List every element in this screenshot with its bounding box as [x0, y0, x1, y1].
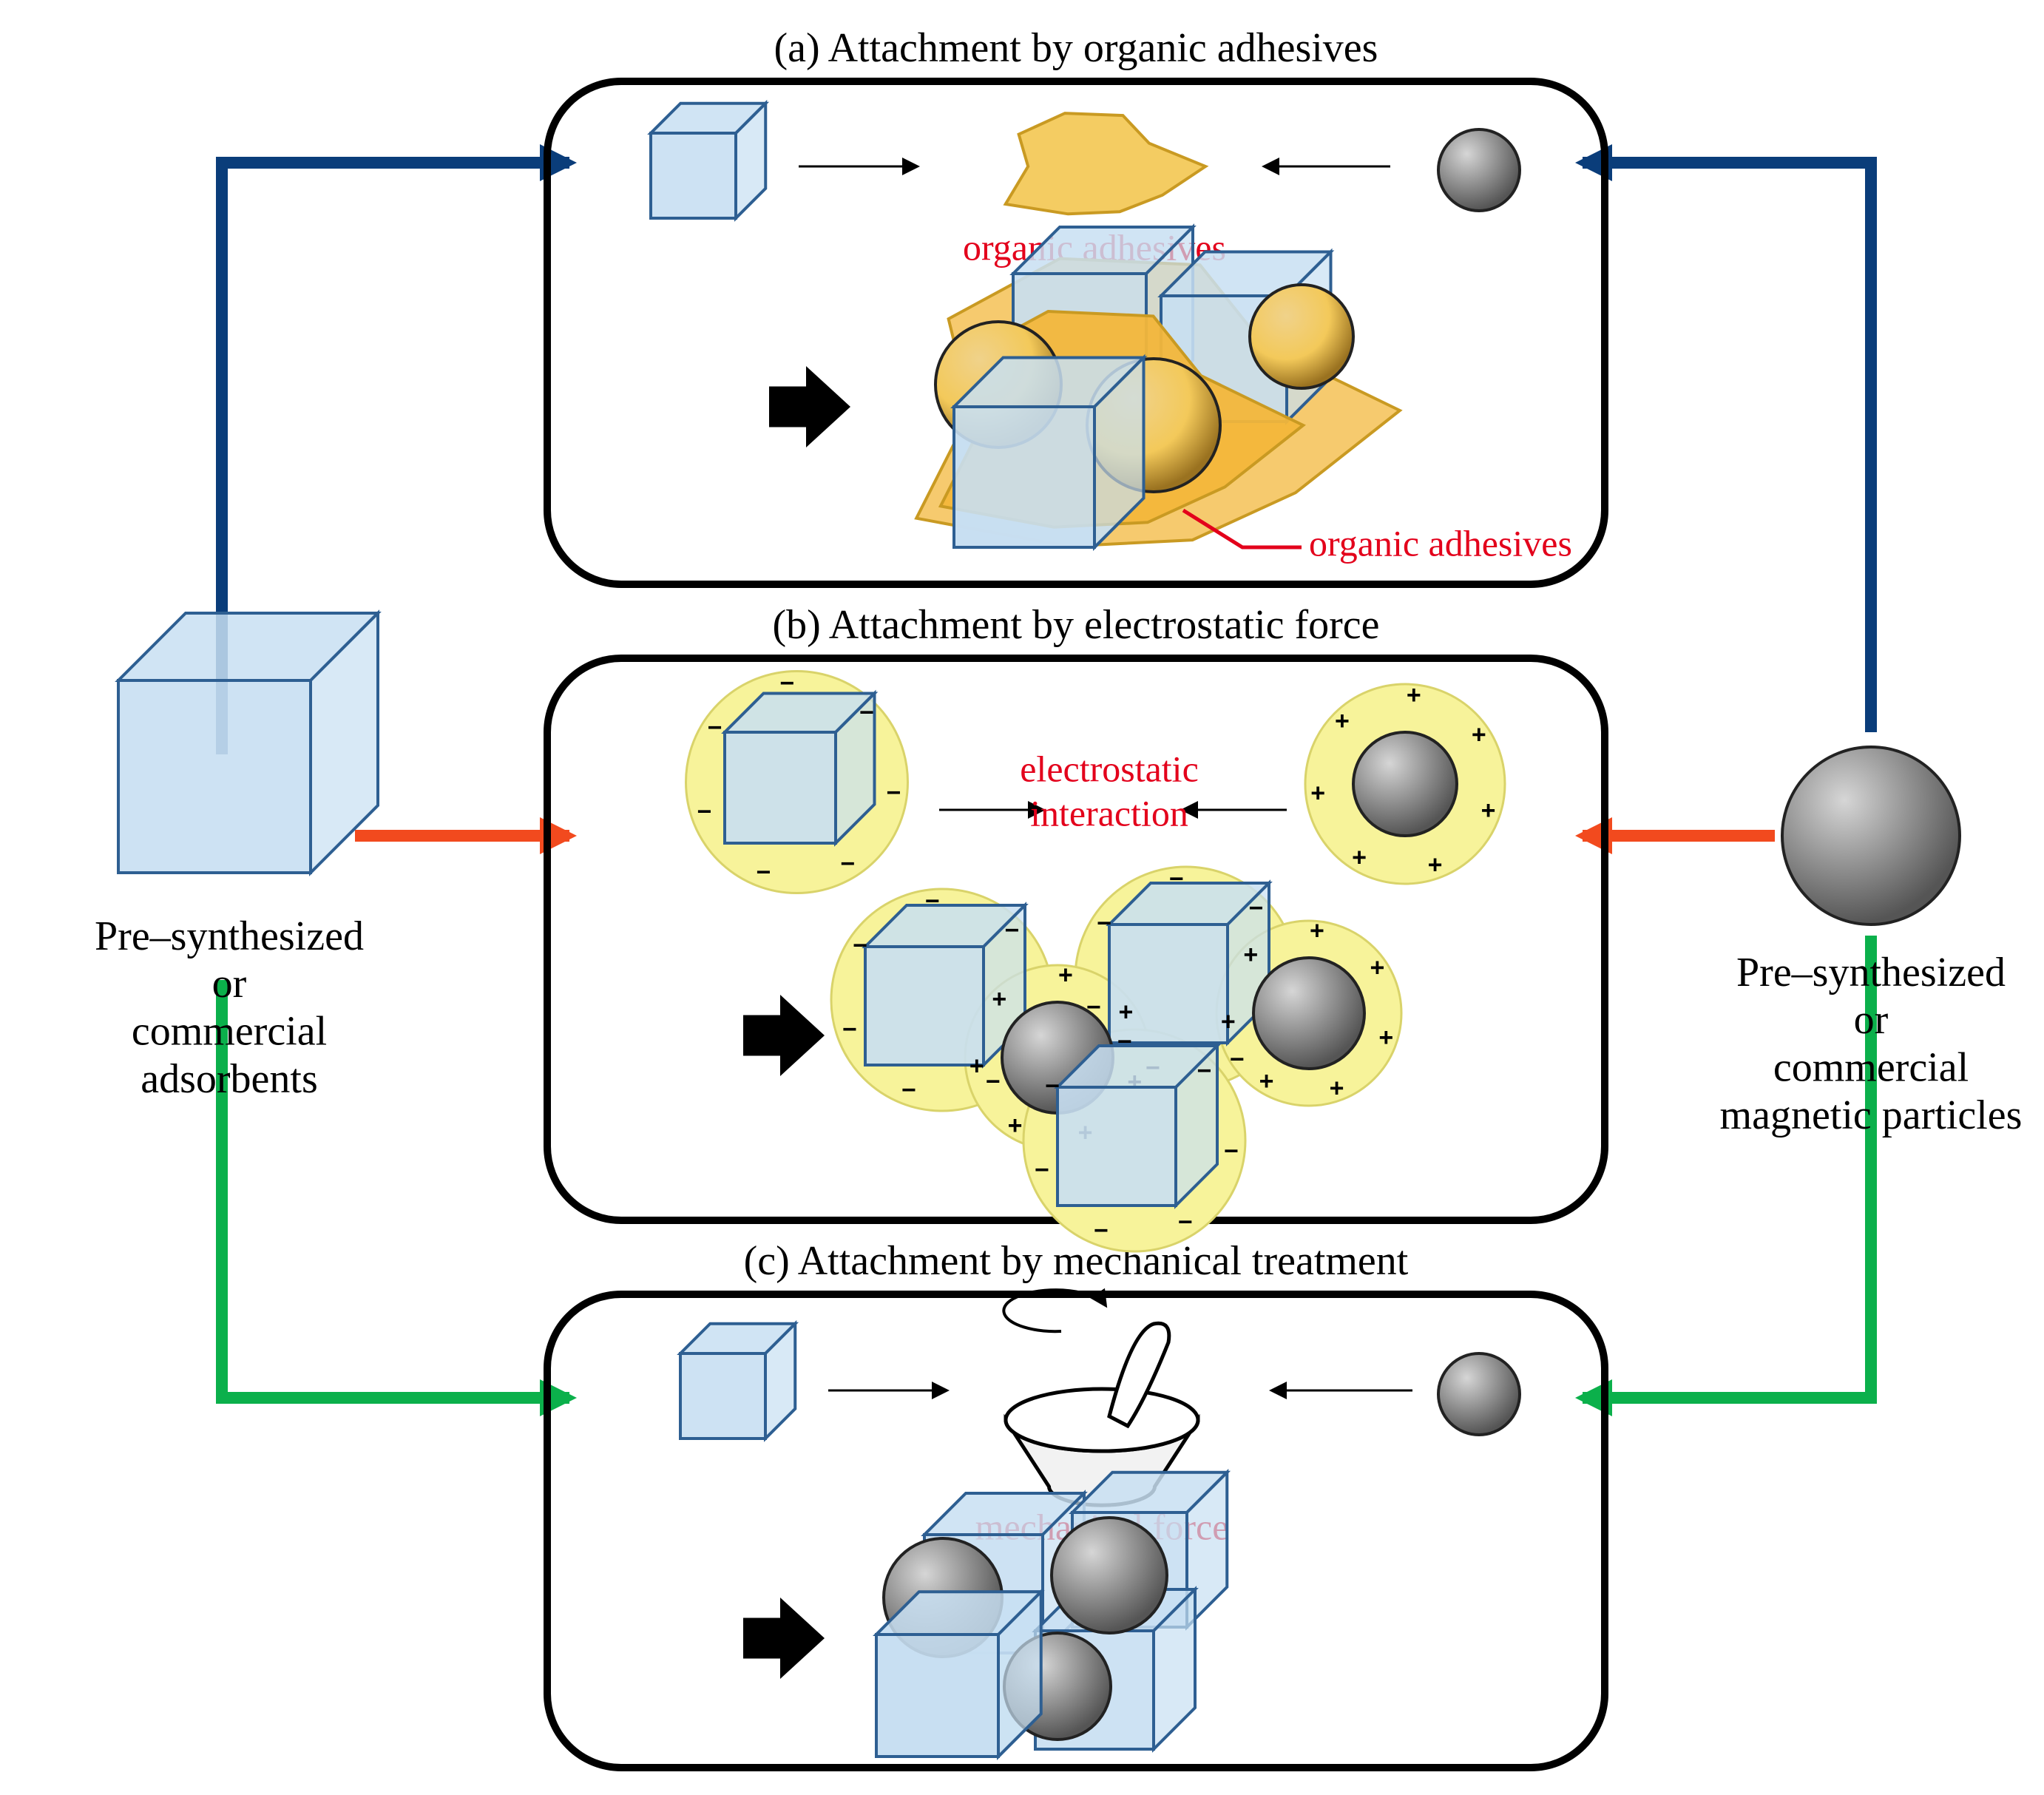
svg-text:−: −	[708, 714, 722, 742]
right-label: magnetic particles	[1720, 1092, 2023, 1138]
svg-text:−: −	[925, 888, 940, 916]
svg-text:−: −	[697, 798, 711, 826]
svg-text:−: −	[1197, 1057, 1212, 1085]
right-label: commercial	[1773, 1045, 1969, 1091]
svg-text:+: +	[969, 1052, 984, 1081]
svg-text:−: −	[1230, 1046, 1245, 1074]
diagram-root: (a) Attachment by organic adhesives (b) A…	[0, 0, 2044, 1795]
title-a: (a) Attachment by organic adhesives	[774, 25, 1378, 71]
panel-b-content: −−−−−−−+++++++electrostaticinteraction−−…	[686, 669, 1506, 1251]
label-organic-adhesives-bottom: organic adhesives	[1309, 522, 1572, 564]
svg-text:−: −	[1169, 865, 1184, 893]
svg-text:−: −	[779, 669, 794, 697]
svg-text:−: −	[901, 1076, 916, 1104]
title-b: (b) Attachment by electrostatic force	[773, 602, 1380, 648]
label-electrostatic: electrostatic	[1020, 748, 1199, 789]
svg-text:+: +	[992, 985, 1006, 1013]
magnetic-particle-icon	[1782, 747, 1960, 924]
svg-text:−: −	[1097, 909, 1111, 937]
svg-text:−: −	[1224, 1137, 1239, 1165]
adsorbent-cube-icon	[118, 613, 378, 873]
svg-text:+: +	[1243, 941, 1258, 969]
label-interaction: interaction	[1030, 792, 1188, 834]
svg-text:+: +	[1058, 961, 1073, 990]
right-label: Pre–synthesized	[1736, 950, 2006, 995]
svg-text:−: −	[1249, 894, 1264, 922]
left-label: or	[212, 961, 247, 1007]
svg-text:+: +	[1428, 851, 1443, 879]
panel-c-content: mechanical force	[680, 1290, 1520, 1757]
svg-text:+: +	[1378, 1024, 1393, 1052]
svg-text:−: −	[1005, 916, 1020, 944]
svg-text:+: +	[1472, 721, 1486, 749]
svg-text:−: −	[859, 698, 874, 726]
diagram-svg: (a) Attachment by organic adhesives (b) A…	[0, 0, 2044, 1795]
title-c: (c) Attachment by mechanical treatment	[744, 1238, 1409, 1284]
right-label: or	[1854, 997, 1889, 1043]
svg-text:−: −	[1094, 1217, 1109, 1245]
left-label: commercial	[132, 1009, 327, 1055]
svg-text:+: +	[1352, 843, 1367, 871]
left-label: Pre–synthesized	[95, 913, 364, 959]
svg-text:−: −	[853, 931, 867, 959]
svg-text:+: +	[1118, 998, 1133, 1026]
svg-text:+: +	[1335, 707, 1350, 735]
svg-text:+: +	[1310, 780, 1325, 808]
svg-text:+: +	[1221, 1008, 1236, 1036]
panel-a-content: organic adhesivesorganic adhesives	[651, 104, 1572, 564]
svg-text:−: −	[887, 779, 901, 807]
svg-text:+: +	[1330, 1074, 1344, 1102]
svg-text:−: −	[756, 859, 771, 887]
svg-text:+: +	[1370, 953, 1384, 981]
svg-text:−: −	[1035, 1156, 1049, 1184]
svg-text:−: −	[1045, 1072, 1060, 1100]
svg-text:−: −	[986, 1068, 1001, 1096]
svg-text:−: −	[1117, 1028, 1132, 1056]
svg-text:+: +	[1310, 917, 1324, 945]
svg-text:+: +	[1481, 797, 1496, 825]
svg-text:−: −	[840, 850, 855, 878]
svg-text:−: −	[1178, 1209, 1193, 1237]
svg-text:−: −	[842, 1015, 857, 1044]
left-label: adsorbents	[141, 1056, 318, 1102]
svg-text:+: +	[1259, 1067, 1274, 1095]
svg-text:+: +	[1008, 1112, 1023, 1140]
svg-text:+: +	[1407, 681, 1421, 709]
